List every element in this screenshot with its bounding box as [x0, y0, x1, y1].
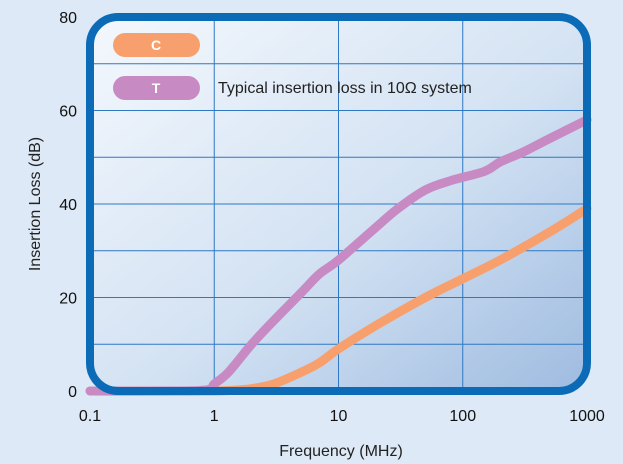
series-line-t: [85, 115, 592, 396]
legend-swatch-c: [113, 33, 200, 57]
legend-label-c: C: [151, 37, 161, 53]
plot-frame: [86, 13, 591, 395]
y-tick-label: 0: [68, 384, 77, 401]
y-axis-label: Insertion Loss (dB): [27, 137, 44, 271]
chart-annotation: Typical insertion loss in 10Ω system: [218, 80, 472, 97]
y-tick-label: 80: [59, 10, 77, 27]
x-tick-label: 0.1: [79, 408, 101, 425]
x-tick-label: 1000: [569, 408, 605, 425]
y-tick-labels: 0 20 40 60 80: [59, 10, 77, 401]
legend-item-t: T: [113, 76, 200, 100]
y-tick-label: 60: [59, 104, 77, 121]
x-tick-labels: 0.1 1 10 100 1000: [79, 408, 605, 425]
x-axis-label: Frequency (MHz): [279, 443, 403, 460]
legend-label-t: T: [152, 80, 161, 96]
x-tick-label: 10: [330, 408, 348, 425]
legend-swatch-t: [113, 76, 200, 100]
y-tick-label: 20: [59, 291, 77, 308]
x-tick-label: 1: [210, 408, 219, 425]
x-tick-label: 100: [449, 408, 476, 425]
y-tick-label: 40: [59, 197, 77, 214]
legend: C T Typical insertion loss in 10Ω system: [113, 33, 472, 100]
legend-item-c: C: [113, 33, 200, 57]
